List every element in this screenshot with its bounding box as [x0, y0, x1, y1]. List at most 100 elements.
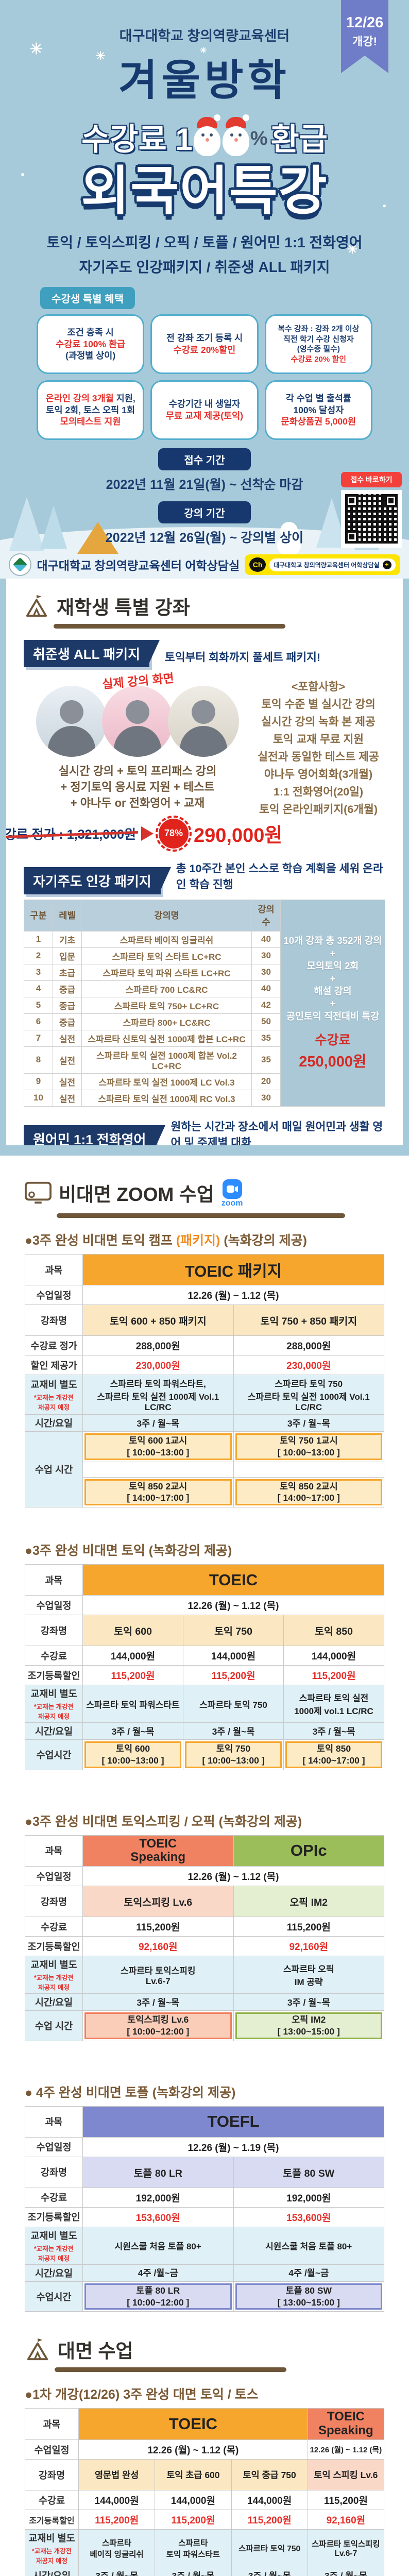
registration-period-label: 접수 기간: [158, 448, 251, 471]
ribbon-date: 12/26: [346, 14, 384, 31]
refund-headline: 수강료 1 % 환급: [0, 114, 409, 159]
refund-text-right: 환급: [270, 122, 328, 157]
snowflake-icon: ●: [382, 202, 386, 209]
selfstudy-table: 구분 레벨 강의명 강의 수 10개 강좌 총 352개 강의 + 모의토익 2…: [24, 899, 385, 1107]
benefits-label: 수강생 특별 혜택: [40, 287, 135, 310]
phone-banner-row: 원어민 1:1 전화영어 원하는 시간과 장소에서 매일 원어민과 생활 영어 …: [24, 1118, 385, 1145]
jobseeker-banner-row: 취준생 ALL 패키지 토익부터 회화까지 풀세트 패키지!: [24, 640, 385, 667]
offline-table1-title: ●1차 개강(12/26) 3주 완성 대면 토익 / 토스: [25, 2387, 259, 2402]
table-row: 5 중급 스파르타 토익 750+ LC+RC 42: [24, 996, 385, 1014]
course-period-label: 강의 기간: [158, 501, 251, 524]
table-row: 1 기초 스파르타 베이직 잉글리쉬 40: [24, 930, 385, 948]
benefit-card-4: 온라인 강의 3개월 지원, 토익 2회, 토스 오픽 1회 모의테스트 지원: [37, 380, 145, 440]
snowflake-icon: ✳: [30, 41, 43, 58]
side-panel-text: 10개 강좌 총 352개 강의 + 모의토익 2회 + 해설 강의 + 공인토…: [283, 935, 382, 1022]
col-header: 강의 수: [251, 899, 281, 931]
santa-zero-icon: [193, 114, 220, 158]
title-underline: [54, 624, 285, 629]
package-includes: <포함사항> 토익 수준 별 실시간 강의 실시간 강의 녹화 본 제공 토익 …: [251, 670, 385, 849]
lecture-photo: [168, 686, 239, 757]
snowflake-icon: ✳: [96, 49, 106, 62]
card-line: 온라인 강의 3개월 지원,: [45, 393, 135, 403]
include-item: 실전과 동일한 테스트 제공: [258, 750, 379, 763]
benefit-card-6: 각 수업 별 출석률 100% 달성자 문화상품권 5,000원: [264, 380, 372, 440]
kakao-channel-button[interactable]: Ch 대구대학교 창의역량교육센터 어학상담실 +: [245, 554, 400, 575]
tent-icon: [77, 522, 118, 554]
students-section-title: 재학생 특별 강좌: [24, 592, 385, 620]
zoom-section: 비대면 ZOOM 수업 zoom ●3주 완성 비대면 토익 캠프 (패키지) …: [0, 1156, 409, 2576]
kakao-channel-icon: Ch: [249, 557, 266, 572]
benefit-card-1: 조건 충족 시 수강료 100% 환급 (과정별 상이): [37, 314, 145, 375]
tent-flag-icon: [27, 2338, 48, 2361]
lecture-photos: [24, 686, 251, 757]
includes-title: <포함사항>: [291, 681, 346, 693]
lecture-photo: [36, 686, 107, 757]
toeic-table: 과목 TOEIC 수업일정 12.26 (월) ~ 1.12 (목) 강좌명 토익 6…: [25, 1564, 384, 1770]
card-line: 수강료 20% 할인: [291, 354, 346, 364]
card-line: (과정별 상이): [65, 350, 116, 361]
tent-flag-icon: [26, 595, 47, 617]
registration-period-value: 2022년 11월 21일(월) ~ 선착순 마감: [106, 478, 303, 493]
kakao-channel-label: 대구대학교 창의역량교육센터 어학상담실 +: [269, 558, 396, 571]
card-line: 수강기간 내 생일자: [168, 399, 241, 410]
col-header: 강의명: [81, 899, 252, 931]
offline-round1-table: 과목 TOEIC TOEIC Speaking 수업일정 12.26 (월) ~ 1.…: [25, 2408, 385, 2576]
zoom-table3-title: ●3주 완성 비대면 토익스피킹 / 오픽 (녹화강의 제공): [25, 1814, 302, 1829]
zoom-camera-icon: [222, 1179, 242, 1199]
title-underline: [57, 1213, 345, 1218]
snowflake-icon: ✳: [200, 46, 207, 55]
card-line: 전 강좌 조기 등록 시: [166, 333, 243, 344]
zoom-table2-title: ●3주 완성 비대면 토익 (녹화강의 제공): [25, 1544, 232, 1558]
offline-section-title: 대면 수업: [25, 2335, 384, 2363]
toeic-package-table: 과목 TOEIC 패키지 수업일정 12.26 (월) ~ 1.12 (목) 강좌명…: [25, 1254, 384, 1507]
include-item: 1:1 전화영어(20일): [273, 785, 364, 798]
benefit-card-3: 복수 강좌 : 강좌 2개 이상 직전 학기 수강 신청자 (영수증 필수) 수…: [264, 314, 372, 375]
include-item: 토익 온라인패키지(6개월): [259, 803, 378, 816]
regular-price: 수강료 정가 : 1,321,000원: [6, 824, 136, 843]
side-price-label: 수강료: [315, 1033, 351, 1048]
phone-english-caption: 원하는 시간과 장소에서 매일 원어민과 생활 영어 및 주제별 대화: [171, 1120, 383, 1145]
organization-title: 대구대학교 창의역량교육센터: [119, 28, 290, 44]
toefl-table: 과목 TOEFL 수업일정 12.26 (월) ~ 1.19 (목) 강좌명 토플 8…: [25, 2106, 384, 2312]
table-row: 7 실전 스파르타 신토익 실전 1000제 합본 LC+RC 35: [24, 1029, 385, 1047]
card-line: 각 수업 별 출석률: [285, 393, 351, 403]
col-header: 레벨: [53, 899, 82, 931]
benefit-cards: 조건 충족 시 수강료 100% 환급 (과정별 상이) 전 강좌 조기 등록 …: [37, 314, 372, 440]
selfstudy-banner: 자기주도 인강 패키지: [24, 867, 171, 894]
subject-header: TOEIC: [78, 2408, 308, 2440]
title-underline: [55, 2367, 286, 2372]
lecture-photo: [102, 686, 173, 757]
jobseeker-package-body: 실제 강의 화면 실시간 강의 + 토익 프리패스 강의 + 정기토익 응시료 …: [6, 670, 385, 852]
selfstudy-banner-row: 자기주도 인강 패키지 총 10주간 본인 스스로 학습 계획을 세워 온라인 …: [24, 860, 385, 894]
subject-header: TOEFL: [82, 2106, 384, 2138]
tree-icon: [40, 505, 67, 549]
ribbon-label: 개강!: [352, 35, 377, 48]
table-row: 4 중급 스파르타 700 LC&RC 40: [24, 980, 385, 997]
course-period-value: 2022년 12월 26일(월) ~ 강의별 상이: [105, 531, 304, 546]
subject-header: TOEIC 패키지: [82, 1254, 384, 1285]
zoom-table4-title: ● 4주 완성 비대면 토플 (녹화강의 제공): [25, 2085, 236, 2100]
qr-label[interactable]: 접수 바로하기: [341, 472, 402, 487]
open-date-ribbon: 12/26 개강!: [341, 0, 388, 73]
card-line: 수강료 20%할인: [173, 345, 236, 355]
plus-icon: +: [382, 560, 391, 569]
qr-register-link[interactable]: 접수 바로하기: [341, 472, 402, 548]
card-line: 조건 충족 시: [67, 327, 114, 337]
tos-opic-table: 과목 TOEIC Speaking OPIc 수업일정 12.26 (월) ~ 1.1…: [25, 1835, 384, 2041]
selfstudy-caption: 총 10주간 본인 스스로 학습 계획을 세워 온라인 학습 진행: [176, 862, 383, 891]
subject-header: TOEIC Speaking: [82, 1835, 234, 1867]
card-line: 토익 2회, 토스 오픽 1회: [46, 404, 135, 415]
include-item: 실시간 강의 녹화 본 제공: [261, 715, 376, 728]
phone-english-banner: 원어민 1:1 전화영어: [24, 1125, 166, 1145]
include-item: 야나두 영어회화(3개월): [264, 768, 373, 781]
table-row: 3 초급 스파르타 토익 파워 스타트 LC+RC 30: [24, 963, 385, 981]
card-line: 100% 달성자: [293, 404, 344, 415]
qr-code[interactable]: [341, 490, 402, 548]
card-line: 직전 학기 수강 신청자: [283, 334, 354, 344]
snowman-icon: [277, 522, 301, 556]
subject-header: TOEIC Speaking: [307, 2408, 385, 2440]
snowflake-icon: ●: [21, 170, 25, 178]
header-contact-row: 대구대학교 창의역량교육센터 어학상담실 Ch 대구대학교 창의역량교육센터 어…: [0, 553, 409, 577]
students-band: 재학생 특별 강좌 취준생 ALL 패키지 토익부터 회화까지 풀세트 패키지!…: [0, 579, 409, 1156]
subject-header: OPIc: [233, 1835, 384, 1867]
